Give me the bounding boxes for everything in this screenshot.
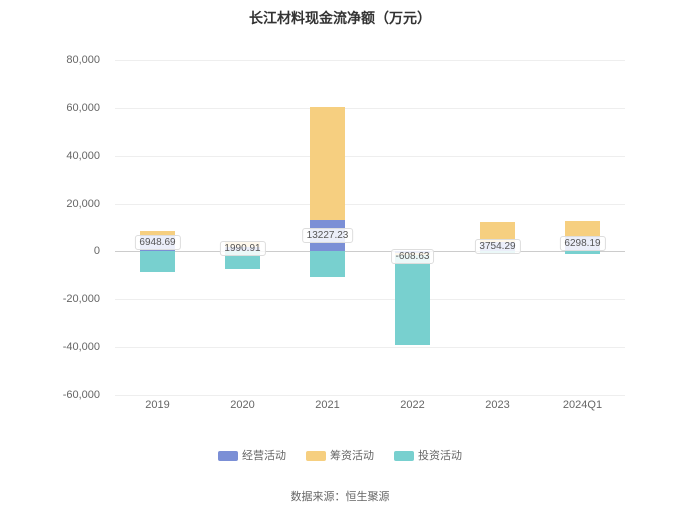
grid-line: [115, 251, 625, 252]
x-tick-label: 2021: [315, 399, 339, 411]
y-axis: -60,000-40,000-20,000020,00040,00060,000…: [0, 60, 110, 395]
x-axis: 2019 2020 2021 2022 2023 2024Q1: [115, 395, 625, 415]
x-tick-label: 2022: [400, 399, 424, 411]
bar-value-label: 13227.23: [302, 228, 354, 243]
grid-line: [115, 60, 625, 61]
bar-group: [225, 60, 261, 395]
legend-item-investing: 投资活动: [394, 447, 462, 463]
bar-group: [565, 60, 601, 395]
bar-segment-investing: [565, 251, 601, 253]
bar-group: [395, 60, 431, 395]
legend-label: 经营活动: [242, 450, 286, 462]
legend-item-financing: 筹资活动: [306, 447, 374, 463]
bar-value-label: 1990.91: [219, 241, 265, 256]
y-tick-label: -40,000: [63, 341, 100, 353]
legend-item-operating: 经营活动: [218, 447, 286, 463]
legend-swatch: [394, 451, 414, 461]
grid-line: [115, 299, 625, 300]
y-tick-label: 0: [94, 245, 100, 257]
bar-segment-investing: [310, 251, 346, 276]
legend-swatch: [306, 451, 326, 461]
bar-segment-financing: [565, 221, 601, 237]
grid-line: [115, 108, 625, 109]
x-tick-label: 2019: [145, 399, 169, 411]
bar-group: [140, 60, 176, 395]
bar-segment-financing: [310, 107, 346, 219]
grid-line: [115, 204, 625, 205]
x-tick-label: 2020: [230, 399, 254, 411]
grid-line: [115, 347, 625, 348]
chart-title: 长江材料现金流净额（万元）: [0, 0, 680, 28]
x-tick-label: 2023: [485, 399, 509, 411]
x-tick-label: 2024Q1: [563, 399, 602, 411]
bar-value-label: 6948.69: [134, 235, 180, 250]
y-tick-label: -20,000: [63, 293, 100, 305]
legend-swatch: [218, 451, 238, 461]
y-tick-label: 60,000: [66, 102, 100, 114]
cashflow-chart: 长江材料现金流净额（万元） -60,000 -40,000 -20,000 0 20,0…: [0, 0, 680, 509]
y-tick-label: -60,000: [63, 389, 100, 401]
y-tick-label: 20,000: [66, 198, 100, 210]
bar-segment-investing: [395, 255, 431, 345]
bar-segment-investing: [140, 251, 176, 271]
bar-group: [480, 60, 516, 395]
y-tick-label: 80,000: [66, 54, 100, 66]
legend-label: 投资活动: [418, 450, 462, 462]
grid-line: [115, 156, 625, 157]
bar-value-label: 3754.29: [474, 239, 520, 254]
legend: 经营活动 筹资活动 投资活动: [0, 447, 680, 463]
y-tick-label: 40,000: [66, 150, 100, 162]
bar-value-label: 6298.19: [559, 236, 605, 251]
bar-value-label: -608.63: [391, 249, 435, 264]
data-source: 数据来源：恒生聚源: [0, 488, 680, 504]
plot-area: 6948.69 1990.91 13227.23 -608.63 3754.29 6298…: [115, 60, 625, 395]
legend-label: 筹资活动: [330, 450, 374, 462]
